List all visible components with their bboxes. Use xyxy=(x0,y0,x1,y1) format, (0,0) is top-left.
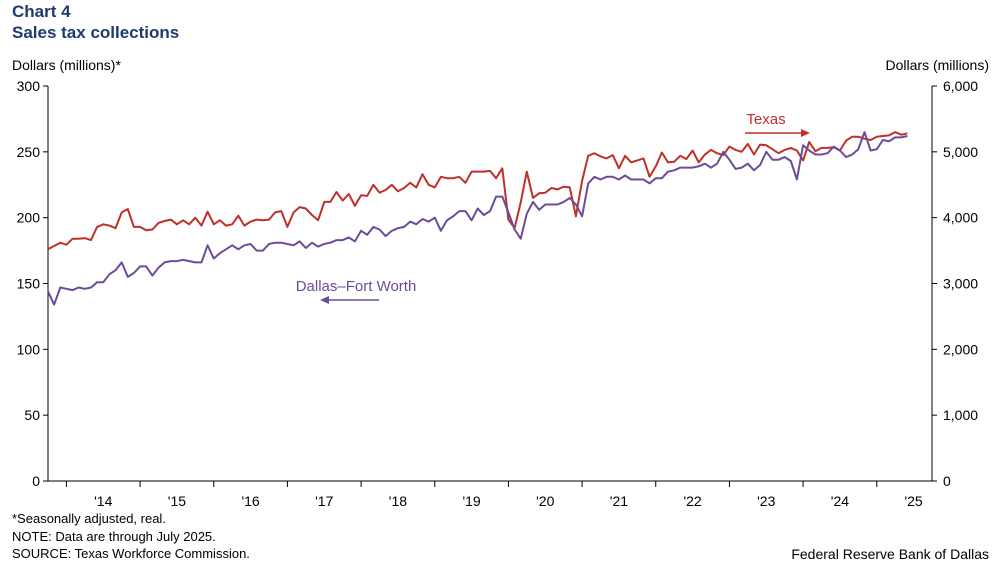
y-left-tick-label: 250 xyxy=(17,144,41,160)
chart-axes: 0 50 100 150 200 250 300 0 1,000 2,000 3,000 4,000 5… xyxy=(17,78,979,509)
y-right-tick-label: 3,000 xyxy=(943,276,978,292)
texas-arrow-head xyxy=(801,129,810,137)
y-left-tick-label: 0 xyxy=(32,473,40,489)
x-tick-label: '14 xyxy=(94,493,112,509)
footnote-seasonal: *Seasonally adjusted, real. xyxy=(12,511,166,526)
texas-series-label: Texas xyxy=(746,111,785,128)
x-tick-label: '24 xyxy=(831,493,849,509)
x-tick-label: '22 xyxy=(683,493,701,509)
texas-series-line xyxy=(47,131,908,251)
y-right-tick-label: 0 xyxy=(943,473,951,489)
x-tick-label: '20 xyxy=(536,493,554,509)
x-tick-label: '18 xyxy=(389,493,407,509)
x-tick-label: '17 xyxy=(315,493,333,509)
y-axis-left-title: Dollars (millions)* xyxy=(12,57,121,73)
y-right-tick-label: 5,000 xyxy=(943,144,978,160)
dfw-series-line xyxy=(47,131,908,306)
series-annotations: Texas Dallas–Fort Worth xyxy=(296,111,810,304)
x-tick-label: '16 xyxy=(241,493,259,509)
x-tick-label: '19 xyxy=(462,493,480,509)
footnote-data-through: NOTE: Data are through July 2025. xyxy=(12,529,216,544)
y-axis-right-title: Dollars (millions) xyxy=(885,57,989,73)
y-right-tick-label: 4,000 xyxy=(943,210,978,226)
footnote-source: SOURCE: Texas Workforce Commission. xyxy=(12,546,250,561)
chart-series xyxy=(47,131,908,306)
dfw-series-label: Dallas–Fort Worth xyxy=(296,278,417,295)
y-right-tick-label: 6,000 xyxy=(943,78,978,94)
x-tick-label: '25 xyxy=(904,493,922,509)
y-left-tick-label: 100 xyxy=(17,341,41,357)
chart-number: Chart 4 xyxy=(12,2,71,21)
y-right-tick-label: 1,000 xyxy=(943,407,978,423)
dfw-arrow-head xyxy=(320,296,329,304)
y-left-tick-label: 150 xyxy=(17,276,41,292)
chart-title: Sales tax collections xyxy=(12,23,180,42)
y-left-tick-label: 200 xyxy=(17,210,41,226)
x-tick-label: '15 xyxy=(168,493,186,509)
y-right-tick-label: 2,000 xyxy=(943,341,978,357)
x-tick-label: '21 xyxy=(610,493,628,509)
y-left-tick-label: 300 xyxy=(17,78,41,94)
y-left-tick-label: 50 xyxy=(24,407,40,423)
x-tick-label: '23 xyxy=(757,493,775,509)
credit-line: Federal Reserve Bank of Dallas xyxy=(791,546,989,562)
